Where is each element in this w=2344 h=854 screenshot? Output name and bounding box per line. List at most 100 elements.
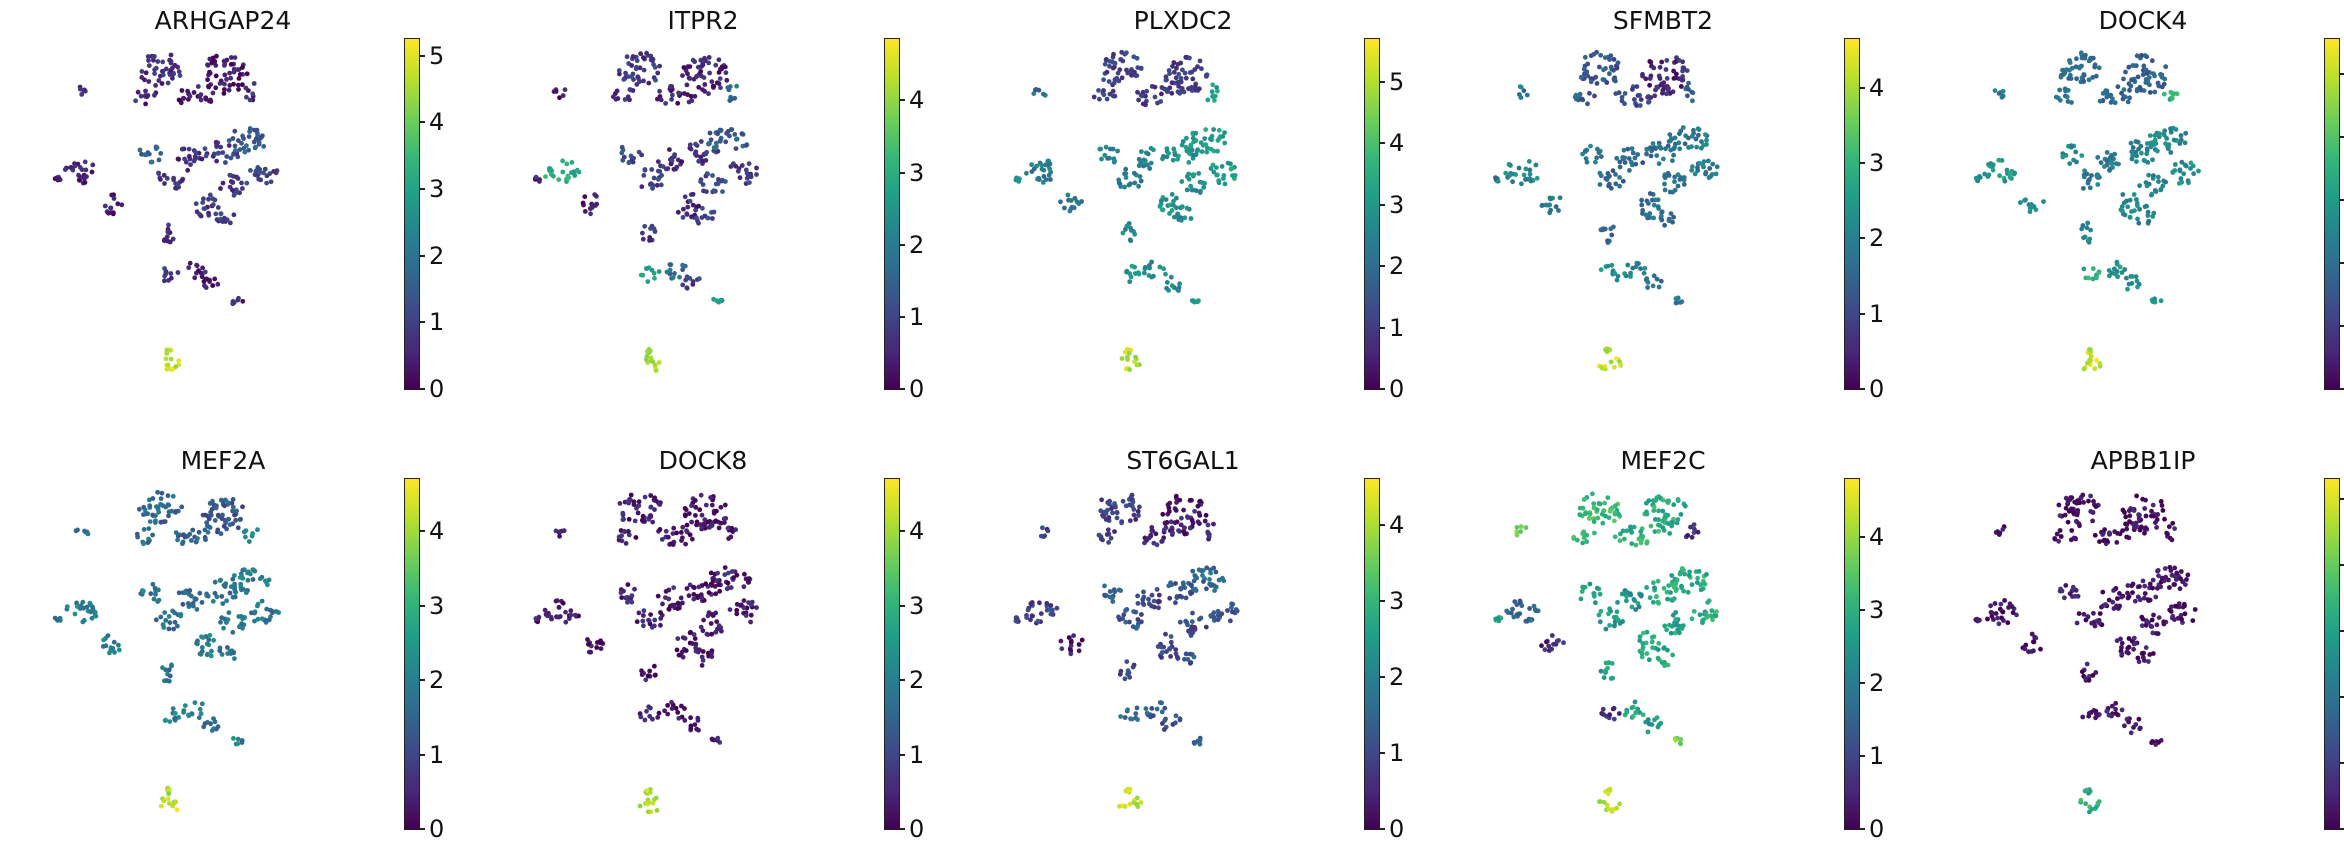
cell-point [1682, 503, 1688, 509]
cell-point [252, 618, 257, 624]
cell-point [217, 81, 223, 86]
cell-point [2191, 171, 2196, 177]
cell-point [82, 180, 88, 186]
cell-point [2078, 50, 2084, 56]
tick-mark [1379, 326, 1385, 329]
cell-point [165, 229, 171, 235]
cell-point [2123, 69, 2128, 75]
cell-point [1627, 591, 1633, 596]
cell-point [2155, 174, 2161, 180]
cell-point [718, 504, 724, 510]
cell-point [197, 651, 203, 657]
cell-point [2069, 528, 2075, 533]
cell-point [2126, 636, 2132, 641]
cell-point [271, 169, 276, 174]
cluster-4 [1031, 87, 1048, 98]
cell-point [675, 209, 681, 215]
cell-point [2113, 711, 2119, 717]
cell-point [625, 582, 631, 587]
cell-point [2104, 150, 2110, 155]
cell-point [1516, 165, 1522, 171]
cell-point [2065, 499, 2071, 505]
cell-point [1639, 202, 1645, 208]
cell-point [719, 66, 724, 72]
cell-point [2117, 264, 2123, 270]
cell-point [713, 140, 719, 146]
cluster-4 [1514, 524, 1529, 538]
cell-point [255, 616, 261, 622]
cell-point [1148, 160, 1154, 166]
cluster-19 [2106, 259, 2128, 280]
cell-point [1160, 721, 1165, 726]
cell-point [1175, 156, 1180, 162]
cell-point [230, 508, 236, 514]
cell-point [1174, 195, 1179, 201]
cell-point [686, 593, 692, 599]
cell-point [1633, 161, 1639, 167]
cell-point [2151, 71, 2156, 76]
cell-point [2033, 635, 2039, 641]
cell-point [1135, 617, 1141, 622]
cell-point [2125, 286, 2130, 292]
cell-point [650, 800, 656, 806]
cell-point [1135, 601, 1141, 606]
cell-point [1123, 619, 1129, 625]
cluster-13 [1208, 601, 1240, 624]
umap-panel: ARHGAP24 0 1 2 3 4 5 [28, 0, 448, 403]
cell-point [2168, 126, 2173, 132]
cell-point [1670, 219, 1675, 225]
cell-point [1036, 87, 1042, 93]
cell-point [229, 500, 235, 506]
cell-point [1211, 127, 1216, 132]
cell-point [2085, 180, 2091, 186]
cell-point [1660, 497, 1666, 503]
cell-point [155, 59, 161, 64]
cell-point [648, 493, 654, 498]
cell-point [152, 71, 157, 76]
cell-point [1165, 89, 1171, 94]
cell-point [653, 77, 658, 83]
cell-point [1177, 497, 1183, 503]
cell-point [226, 516, 232, 522]
cell-point [754, 605, 759, 610]
cell-point [1582, 54, 1588, 60]
cluster-13 [1689, 158, 1720, 181]
cell-point [2064, 94, 2070, 100]
cell-point [2131, 192, 2137, 197]
cluster-19 [1143, 700, 1168, 720]
cell-point [206, 516, 212, 522]
tick-mark [419, 321, 425, 324]
cell-point [1132, 359, 1137, 365]
cell-point [2029, 649, 2035, 654]
cell-point [675, 606, 681, 611]
cell-point [199, 600, 205, 605]
cell-point [2073, 536, 2078, 541]
cell-point [708, 621, 714, 626]
cell-point [2126, 508, 2132, 514]
cell-point [1122, 676, 1128, 682]
cell-point [668, 84, 673, 89]
cell-point [1603, 668, 1609, 674]
cell-point [220, 512, 225, 518]
cell-point [1539, 643, 1544, 649]
cell-point [2063, 495, 2069, 501]
cell-point [1139, 612, 1144, 617]
cell-point [2081, 500, 2086, 505]
cluster-23 [1673, 295, 1685, 306]
cell-point [1096, 88, 1101, 93]
cell-point [2144, 203, 2149, 209]
cell-point [647, 514, 652, 520]
cell-point [560, 158, 565, 164]
cell-point [1651, 504, 1657, 510]
cell-point [1699, 145, 1704, 151]
cluster-2 [1096, 527, 1117, 545]
cell-point [160, 622, 166, 627]
cell-point [2119, 270, 2125, 275]
cluster-11 [1166, 580, 1195, 606]
cell-point [2196, 168, 2201, 174]
cell-point [160, 72, 166, 78]
cell-point [1608, 226, 1614, 232]
cell-point [2079, 669, 2085, 675]
cell-point [244, 94, 249, 100]
cluster-12 [2144, 125, 2189, 155]
